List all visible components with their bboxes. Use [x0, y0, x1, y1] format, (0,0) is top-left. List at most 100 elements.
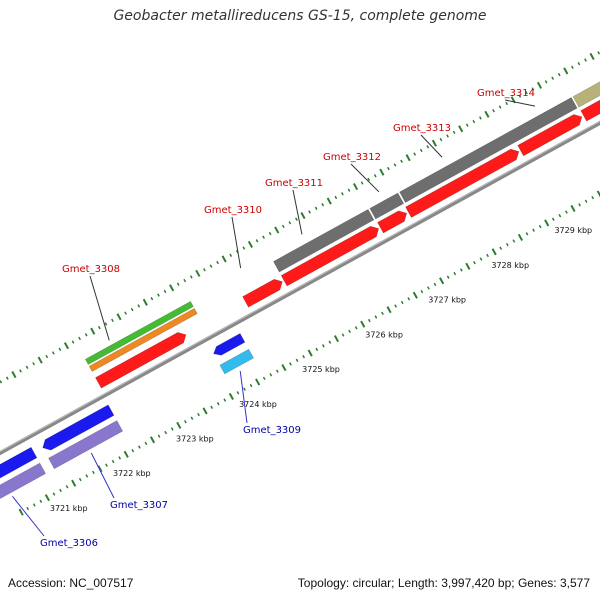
- upper-scale-tick: [25, 365, 29, 370]
- lower-scale-tick: [551, 217, 555, 221]
- leader-line: [12, 496, 45, 537]
- lower-scale-tick: [465, 262, 471, 270]
- lower-scale-tick: [255, 378, 261, 386]
- cds-arrow-next: [580, 99, 600, 122]
- lower-scale-tick: [453, 271, 457, 276]
- lower-scale-tick: [216, 402, 220, 406]
- lower-scale-tick: [39, 499, 43, 503]
- lower-scale-tick: [111, 459, 115, 464]
- upper-scale-tick: [32, 362, 36, 366]
- gene-bar-gmet-3306: [0, 462, 46, 499]
- upper-scale-tick: [379, 168, 385, 176]
- upper-scale-tick: [0, 380, 3, 384]
- lower-scale-tick: [374, 315, 378, 319]
- backbone-highlight: [0, 120, 600, 453]
- gene-label-gmet-3306: Gmet_3306: [40, 538, 98, 549]
- upper-scale-tick: [216, 260, 219, 265]
- lower-scale-tick: [59, 488, 62, 493]
- upper-scale-tick: [308, 210, 311, 214]
- upper-scale-tick: [300, 211, 306, 220]
- leader-line: [239, 370, 248, 424]
- cds-arrow-gmet-3310: [242, 278, 283, 308]
- upper-scale-tick: [518, 94, 522, 98]
- upper-scale-tick: [479, 116, 482, 120]
- upper-scale-tick: [183, 278, 187, 283]
- upper-scale-tick: [419, 148, 423, 153]
- upper-scale-tick: [341, 192, 344, 196]
- upper-scale-tick: [326, 197, 332, 205]
- upper-scale-tick: [71, 340, 75, 344]
- upper-scale-tick: [557, 72, 561, 77]
- upper-scale-tick: [400, 159, 403, 163]
- lower-scale-tick: [78, 477, 82, 482]
- lower-scale-tick: [473, 261, 476, 265]
- lower-scale-tick: [386, 306, 392, 314]
- lower-scale-tick: [381, 311, 384, 315]
- lower-scale-tick: [118, 456, 122, 460]
- upper-scale-tick: [203, 268, 206, 272]
- gene-label-gmet-3308: Gmet_3308: [62, 264, 120, 275]
- upper-scale-tick: [150, 296, 154, 301]
- lower-scale-tick: [249, 383, 253, 388]
- lower-scale-tick: [486, 253, 489, 258]
- upper-scale-tick: [262, 235, 265, 239]
- lower-scale-tick: [138, 445, 141, 449]
- cds-arrow-gmet-3307: [42, 404, 115, 451]
- upper-scale-tick: [5, 376, 9, 380]
- lower-scale-tick: [394, 304, 397, 308]
- lower-scale-tick: [341, 333, 345, 337]
- lower-scale-tick: [18, 508, 24, 516]
- lower-scale-tick: [565, 210, 568, 214]
- lower-scale-tick: [544, 219, 550, 227]
- gene-label-gmet-3311: Gmet_3311: [265, 178, 323, 189]
- upper-scale-tick: [498, 105, 502, 109]
- upper-scale-tick: [45, 354, 49, 359]
- upper-scale-tick: [426, 145, 430, 149]
- upper-scale-tick: [124, 311, 127, 315]
- upper-scale-tick: [505, 101, 509, 106]
- upper-scale-tick: [439, 137, 443, 142]
- upper-scale-tick: [130, 307, 134, 312]
- lower-scale-tick: [499, 246, 503, 250]
- upper-scale-tick: [229, 253, 233, 257]
- kbp-label: 3723 kbp: [176, 434, 214, 443]
- lower-scale-tick: [596, 190, 600, 198]
- lower-scale-tick: [131, 449, 135, 453]
- leader-line: [350, 163, 380, 193]
- upper-scale-tick: [492, 109, 495, 113]
- kbp-label: 3721 kbp: [50, 504, 88, 513]
- kbp-label: 3727 kbp: [428, 296, 466, 305]
- upper-scale-tick: [458, 125, 464, 133]
- upper-scale-tick: [142, 298, 148, 306]
- lower-scale-tick: [170, 427, 174, 431]
- upper-scale-tick: [189, 275, 193, 279]
- upper-scale-tick: [195, 269, 201, 277]
- lower-scale-tick: [591, 195, 595, 200]
- lower-scale-tick: [446, 275, 450, 279]
- feature-bar-green: [84, 300, 194, 365]
- page-title: Geobacter metallireducens GS-15, complet…: [113, 8, 487, 24]
- lower-scale-tick: [164, 430, 168, 435]
- upper-scale-tick: [104, 322, 108, 326]
- upper-scale-tick: [242, 246, 246, 250]
- lower-scale-tick: [333, 335, 340, 343]
- lower-scale-tick: [348, 329, 352, 334]
- lower-scale-tick: [302, 355, 306, 359]
- lower-scale-tick: [105, 463, 108, 467]
- lower-scale-tick: [197, 412, 200, 417]
- upper-scale-tick: [247, 240, 253, 248]
- kbp-label: 3728 kbp: [491, 261, 529, 270]
- upper-scale-tick: [577, 62, 581, 66]
- lower-scale-tick: [275, 369, 279, 373]
- lower-scale-tick: [236, 391, 240, 395]
- backbone-line: [0, 120, 600, 456]
- lower-scale-tick: [439, 277, 445, 285]
- lower-scale-tick: [328, 340, 332, 344]
- upper-scale-tick: [544, 80, 548, 84]
- upper-scale-tick: [116, 313, 122, 321]
- leader-line: [504, 99, 536, 107]
- lower-scale-tick: [144, 441, 148, 446]
- upper-scale-tick: [288, 221, 292, 225]
